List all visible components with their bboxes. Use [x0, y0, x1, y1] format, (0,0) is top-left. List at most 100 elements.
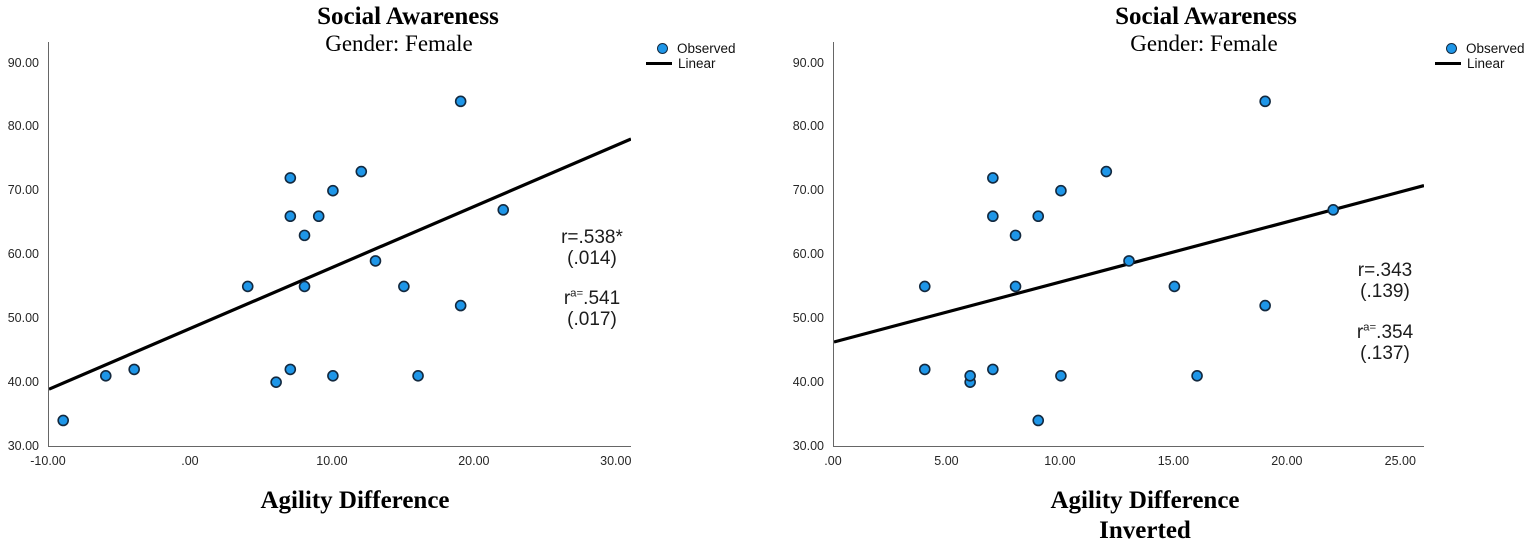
data-point — [327, 369, 339, 382]
data-point — [369, 255, 382, 267]
data-point — [1032, 414, 1045, 427]
chart-subtitle: Gender: Female — [1130, 31, 1278, 56]
legend: Observed Linear — [1435, 41, 1535, 71]
r-value: r=.538* — [561, 227, 623, 248]
data-point — [1009, 229, 1022, 242]
data-point — [454, 95, 467, 108]
x-tick-label: .00 — [824, 454, 842, 468]
linear-line-icon — [1435, 61, 1461, 65]
data-point — [1259, 299, 1271, 312]
data-point — [987, 363, 999, 376]
data-point — [987, 210, 999, 223]
x-tick-label: 10.00 — [316, 454, 348, 468]
y-tick-label: 50.00 — [7, 310, 39, 325]
data-point — [57, 414, 69, 427]
r-value-block: r=.343 (.139) — [1310, 260, 1460, 302]
y-tick-label: 40.00 — [7, 374, 39, 389]
y-tick-label: 90.00 — [7, 55, 39, 70]
data-point — [412, 369, 424, 382]
data-point — [270, 376, 282, 388]
data-point — [1259, 95, 1271, 108]
y-tick-label: 70.00 — [792, 183, 824, 198]
y-tick-label: 90.00 — [792, 55, 824, 70]
chart-subtitle: Gender: Female — [325, 31, 473, 56]
y-tick-label: 80.00 — [7, 119, 39, 134]
data-point — [284, 363, 297, 376]
x-tick-label: -10.00 — [30, 454, 66, 468]
x-tick-label: 5.00 — [934, 454, 959, 468]
y-tick-label: 60.00 — [792, 247, 824, 262]
correlation-annotation: r=.343 (.139) ra=.354 (.137) — [1310, 260, 1460, 364]
plot-area — [833, 42, 1424, 447]
data-point — [1327, 204, 1340, 216]
x-tick-label: 20.00 — [458, 454, 490, 468]
ra-value-block: ra=.541 (.017) — [517, 288, 667, 330]
y-tick-label: 30.00 — [792, 438, 824, 453]
legend-item-observed: Observed — [646, 41, 766, 57]
x-axis-title-line1: Agility Difference — [1050, 487, 1240, 514]
data-point — [284, 172, 297, 184]
data-point — [1009, 280, 1022, 293]
data-point — [1123, 255, 1135, 267]
plot-svg — [49, 95, 631, 427]
plot-area — [48, 42, 631, 447]
y-tick-label: 40.00 — [792, 374, 824, 389]
r-pvalue: (.139) — [1360, 281, 1410, 302]
data-point — [918, 280, 931, 293]
x-axis-title: Agility Difference Inverted — [995, 486, 1295, 546]
ra-value: ra=.354 — [1356, 321, 1414, 343]
data-point — [987, 172, 999, 184]
x-tick-label: 10.00 — [1044, 454, 1076, 468]
legend-label: Linear — [678, 55, 716, 71]
data-point — [298, 280, 311, 293]
legend-label: Linear — [1467, 55, 1505, 71]
data-point — [1055, 184, 1067, 197]
y-tick-label: 60.00 — [7, 247, 39, 262]
x-axis-title-line1: Agility Difference — [260, 487, 450, 514]
ra-value-block: ra=.354 (.137) — [1310, 322, 1460, 364]
y-tick-label: 70.00 — [7, 183, 39, 198]
r-value-block: r=.538* (.014) — [517, 227, 667, 269]
data-point — [312, 210, 325, 223]
data-point — [1168, 280, 1181, 293]
data-point — [1032, 210, 1045, 223]
data-point — [918, 363, 931, 376]
x-tick-label: 15.00 — [1157, 454, 1190, 468]
data-point — [128, 363, 140, 376]
plot-svg — [834, 95, 1424, 427]
legend-item-linear: Linear — [1435, 55, 1535, 71]
data-point — [964, 369, 976, 382]
x-tick-label: 20.00 — [1271, 454, 1303, 468]
data-point — [1055, 369, 1067, 382]
regression-line — [49, 137, 631, 391]
linear-line-icon — [646, 61, 672, 65]
y-tick-label: 80.00 — [792, 119, 824, 134]
legend-item-observed: Observed — [1435, 41, 1535, 57]
data-point — [355, 165, 368, 178]
ra-value: ra=.541 — [563, 287, 621, 309]
data-point — [284, 210, 297, 223]
y-tick-label: 50.00 — [792, 310, 824, 325]
ra-pvalue: (.017) — [567, 309, 617, 330]
legend: Observed Linear — [646, 41, 766, 71]
x-tick-label: .00 — [181, 454, 199, 468]
data-point — [398, 280, 410, 293]
x-axis-title-line2: Inverted — [1099, 517, 1191, 544]
x-tick-label: 30.00 — [600, 454, 632, 468]
data-point — [327, 184, 339, 197]
ra-pvalue: (.137) — [1360, 343, 1410, 364]
x-tick-label: 25.00 — [1384, 454, 1416, 468]
data-point — [99, 369, 112, 382]
correlation-annotation: r=.538* (.014) ra=.541 (.017) — [517, 227, 667, 330]
chart-title: Social Awareness — [317, 3, 499, 30]
data-point — [298, 229, 311, 242]
r-value: r=.343 — [1357, 260, 1413, 281]
observed-marker-icon — [1446, 43, 1457, 55]
y-tick-label: 30.00 — [7, 438, 39, 453]
chart-title: Social Awareness — [1115, 3, 1297, 30]
r-pvalue: (.014) — [567, 248, 617, 269]
legend-item-linear: Linear — [646, 55, 766, 71]
data-point — [1191, 369, 1203, 382]
legend-label: Observed — [677, 41, 736, 57]
legend-label: Observed — [1466, 41, 1525, 57]
